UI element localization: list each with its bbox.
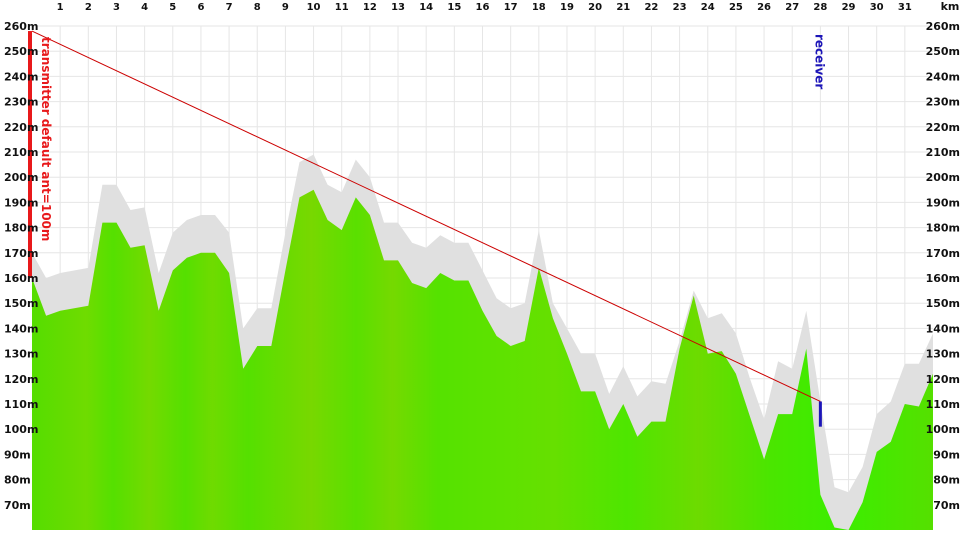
x-tick-label: 30 <box>870 2 884 13</box>
y-tick-label: 170m <box>926 247 960 260</box>
y-tick-label: 70m <box>4 499 31 512</box>
y-tick-label: 90m <box>4 448 31 461</box>
receiver-mast <box>818 401 822 427</box>
x-tick-label: 15 <box>447 2 461 13</box>
x-tick-label: 19 <box>560 2 574 13</box>
x-tick-label: 2 <box>85 2 92 13</box>
y-tick-label: 100m <box>926 423 960 436</box>
x-tick-label: 7 <box>226 2 233 13</box>
transmitter-mast <box>28 31 32 278</box>
x-tick-label: 5 <box>169 2 176 13</box>
x-tick-label: 25 <box>729 2 743 13</box>
y-tick-label: 130m <box>926 348 960 361</box>
x-tick-labels: 1 2 3 4 5 6 7 8 9 10 11 12 13 14 15 16 17 18 19 20 21 22 23 24 2… <box>57 2 912 13</box>
y-tick-label: 250m <box>4 45 38 58</box>
y-tick-label: 140m <box>926 322 960 335</box>
y-tick-label: 150m <box>4 297 38 310</box>
y-tick-label: 230m <box>926 96 960 109</box>
x-tick-label: 16 <box>476 2 490 13</box>
y-tick-label: 210m <box>4 146 38 159</box>
y-tick-label: 100m <box>4 423 38 436</box>
x-tick-label: 6 <box>197 2 204 13</box>
profile-areas <box>32 154 933 531</box>
y-tick-label: 150m <box>926 297 960 310</box>
y-tick-label: 220m <box>4 121 38 134</box>
x-unit-label: km <box>941 0 960 13</box>
x-tick-label: 20 <box>588 2 602 13</box>
y-tick-label: 80m <box>933 474 960 487</box>
y-tick-label: 160m <box>926 272 960 285</box>
y-tick-label: 200m <box>926 171 960 184</box>
y-tick-label: 260m <box>4 20 38 33</box>
x-tick-label: 4 <box>141 2 148 13</box>
x-tick-label: 26 <box>757 2 771 13</box>
x-tick-label: 8 <box>254 2 261 13</box>
y-tick-label: 190m <box>926 196 960 209</box>
x-tick-label: 27 <box>785 2 799 13</box>
y-tick-label: 110m <box>4 398 38 411</box>
x-tick-label: 24 <box>701 2 715 13</box>
x-tick-label: 21 <box>616 2 630 13</box>
receiver-label: receiver <box>812 34 826 89</box>
x-tick-label: 17 <box>504 2 518 13</box>
x-tick-label: 3 <box>113 2 120 13</box>
y-tick-label: 120m <box>4 373 38 386</box>
y-tick-label: 230m <box>4 96 38 109</box>
transmitter-label: transmitter default ant=100m <box>39 37 53 241</box>
x-tick-label: 11 <box>335 2 349 13</box>
x-tick-label: 1 <box>57 2 64 13</box>
markers: transmitter default ant=100m receiver <box>28 30 826 427</box>
terrain-area <box>32 189 933 531</box>
y-tick-label: 180m <box>4 222 38 235</box>
y-tick-label: 80m <box>4 474 31 487</box>
y-tick-label: 130m <box>4 348 38 361</box>
x-tick-label: 14 <box>419 2 433 13</box>
y-tick-label: 140m <box>4 322 38 335</box>
y-tick-label: 180m <box>926 222 960 235</box>
x-tick-label: 31 <box>898 2 912 13</box>
x-tick-label: 23 <box>673 2 687 13</box>
x-tick-label: 9 <box>282 2 289 13</box>
y-tick-labels-left: 70m 80m 90m 100m 110m 120m 130m 140m 150m 160m 170… <box>4 20 38 512</box>
y-tick-label: 170m <box>4 247 38 260</box>
y-tick-label: 240m <box>926 70 960 83</box>
y-tick-label: 240m <box>4 70 38 83</box>
x-tick-label: 29 <box>842 2 856 13</box>
x-tick-label: 12 <box>363 2 377 13</box>
y-tick-label: 250m <box>926 45 960 58</box>
y-tick-label: 190m <box>4 196 38 209</box>
y-tick-label: 120m <box>926 373 960 386</box>
x-tick-label: 18 <box>532 2 546 13</box>
x-tick-label: 10 <box>307 2 321 13</box>
link-line <box>31 30 821 402</box>
y-tick-label: 200m <box>4 171 38 184</box>
x-tick-label: 22 <box>644 2 658 13</box>
y-tick-labels-right: 70m 80m 90m 100m 110m 120m 130m 140m 150m 160m 170… <box>926 20 960 512</box>
y-tick-label: 260m <box>926 20 960 33</box>
y-tick-label: 160m <box>4 272 38 285</box>
x-tick-label: 28 <box>813 2 827 13</box>
y-tick-label: 210m <box>926 146 960 159</box>
x-tick-label: 13 <box>391 2 405 13</box>
y-tick-label: 70m <box>933 499 960 512</box>
y-tick-label: 110m <box>926 398 960 411</box>
y-tick-label: 90m <box>933 448 960 461</box>
y-tick-label: 220m <box>926 121 960 134</box>
